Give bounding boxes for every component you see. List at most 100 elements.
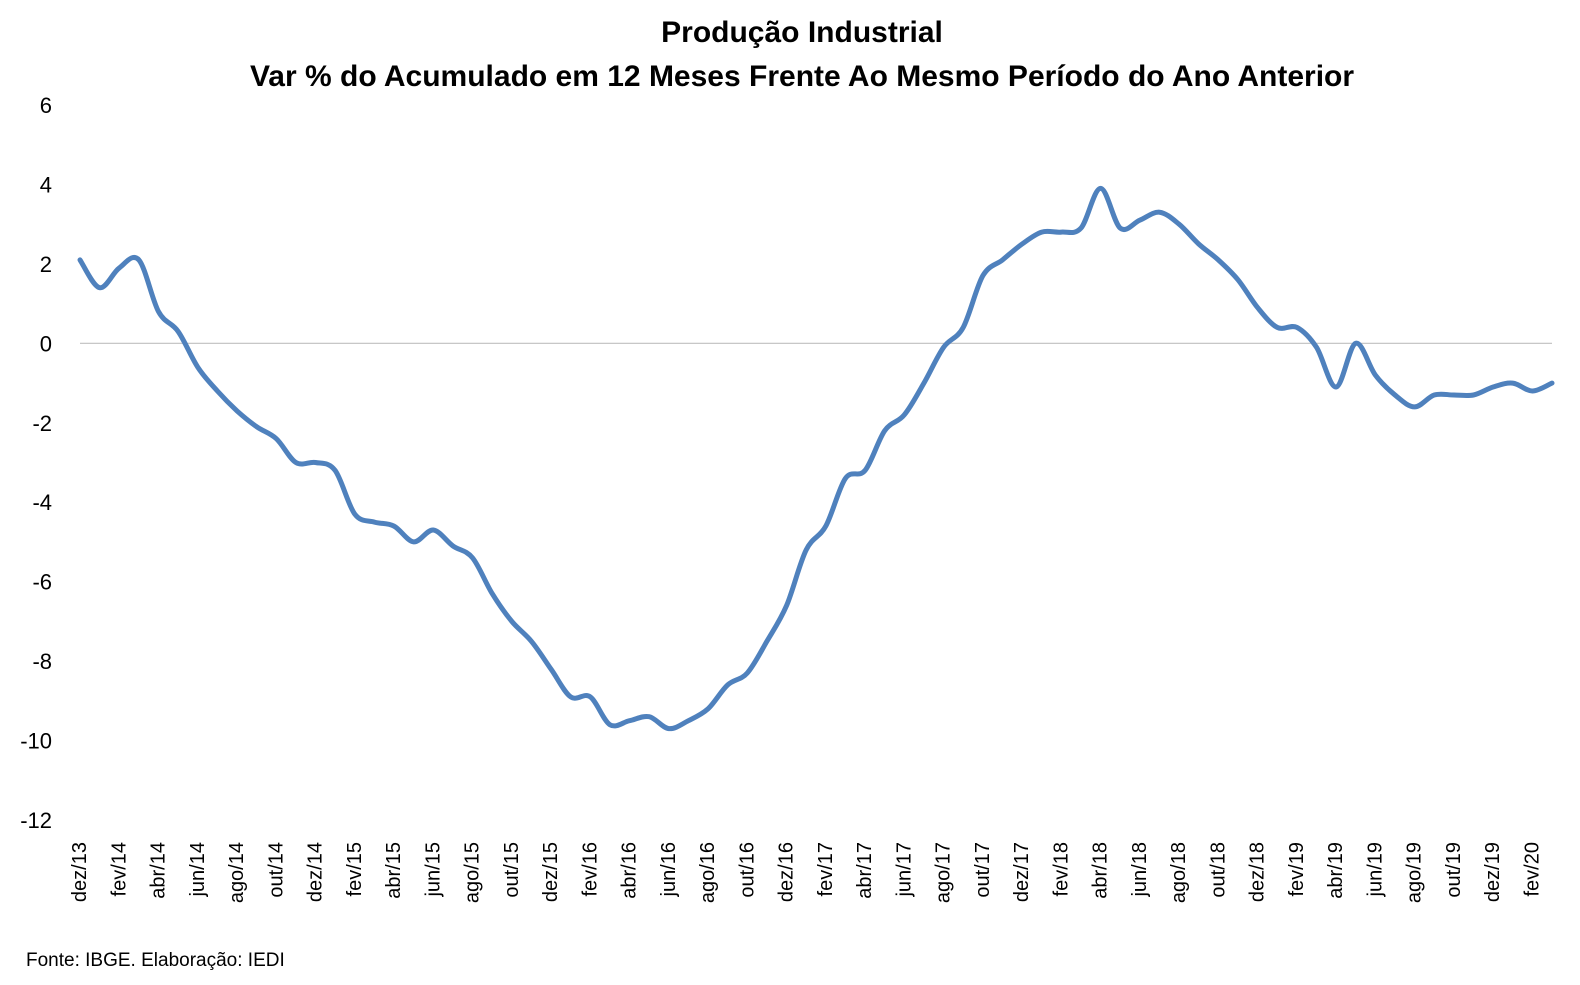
data-point (372, 520, 377, 525)
x-tick-label: jun/17 (893, 842, 915, 898)
data-point (686, 718, 691, 723)
data-point (902, 412, 907, 417)
x-tick-label: abr/19 (1325, 842, 1347, 899)
data-point (1373, 373, 1378, 378)
data-point (293, 460, 298, 465)
y-tick-label: -8 (32, 649, 52, 674)
data-point (588, 694, 593, 699)
data-point (784, 603, 789, 608)
series-line (77, 185, 1555, 732)
data-point (1059, 230, 1064, 235)
data-point (352, 512, 357, 517)
x-tick-label: ago/19 (1404, 842, 1426, 903)
data-point (156, 309, 161, 314)
x-tick-label: out/18 (1207, 842, 1229, 898)
data-point (1255, 305, 1260, 310)
x-tick-label: fev/16 (579, 842, 601, 896)
y-tick-label: -6 (32, 570, 52, 595)
data-point (1550, 381, 1555, 386)
x-tick-label: jun/19 (1364, 842, 1386, 898)
data-point (843, 476, 848, 481)
data-point (882, 428, 887, 433)
data-point (1275, 325, 1280, 330)
x-tick-label: dez/13 (69, 842, 91, 902)
y-tick-label: -10 (20, 729, 52, 754)
x-tick-label: dez/15 (540, 842, 562, 902)
x-tick-label: out/19 (1443, 842, 1465, 898)
x-tick-label: out/14 (265, 842, 287, 898)
x-tick-label: jun/18 (1129, 842, 1151, 898)
data-point (627, 718, 632, 723)
data-point (1079, 226, 1084, 231)
x-tick-label: dez/19 (1482, 842, 1504, 902)
x-tick-label: dez/17 (1011, 842, 1033, 902)
x-tick-label: jun/16 (658, 842, 680, 898)
data-point (725, 682, 730, 687)
y-tick-label: 4 (40, 172, 52, 197)
series-group (77, 185, 1555, 732)
data-point (97, 285, 102, 290)
data-point (1412, 404, 1417, 409)
y-tick-label: 6 (40, 93, 52, 118)
data-point (509, 619, 514, 624)
source-note: Fonte: IBGE. Elaboração: IEDI (26, 950, 285, 971)
data-point (529, 639, 534, 644)
data-point (941, 345, 946, 350)
data-point (1000, 257, 1005, 262)
x-tick-label: dez/14 (305, 842, 327, 902)
chart-title-line-1: Produção Industrial (661, 16, 943, 49)
y-tick-label: -2 (32, 411, 52, 436)
x-tick-label: out/15 (501, 842, 523, 898)
data-point (764, 639, 769, 644)
x-axis: dez/13 fev/14 abr/14 jun/14 ago/14 out/14 dez/… (69, 842, 1543, 903)
data-point (647, 714, 652, 719)
data-point (117, 265, 122, 270)
data-point (1020, 242, 1025, 247)
x-tick-label: abr/14 (148, 842, 170, 899)
data-point (313, 460, 318, 465)
data-point (1530, 389, 1535, 394)
data-point (1177, 222, 1182, 227)
data-point (195, 365, 200, 370)
data-point (1491, 385, 1496, 390)
x-tick-label: dez/16 (776, 842, 798, 902)
data-point (1353, 341, 1358, 346)
data-point (470, 555, 475, 560)
y-tick-label: 2 (40, 252, 52, 277)
x-tick-label: ago/15 (462, 842, 484, 903)
y-tick-label: 0 (40, 331, 52, 356)
data-point (863, 468, 868, 473)
x-tick-label: ago/16 (697, 842, 719, 903)
data-point (1098, 186, 1103, 191)
x-tick-label: abr/18 (1090, 842, 1112, 899)
x-tick-label: fev/15 (344, 842, 366, 896)
data-point (254, 424, 259, 429)
data-point (411, 539, 416, 544)
x-tick-label: fev/14 (108, 842, 130, 896)
data-point (961, 325, 966, 330)
data-point (274, 436, 279, 441)
x-tick-label: out/16 (736, 842, 758, 898)
x-tick-label: jun/15 (422, 842, 444, 898)
data-point (980, 273, 985, 278)
data-point (1118, 226, 1123, 231)
data-point (1510, 381, 1515, 386)
chart-title-line-2: Var % do Acumulado em 12 Meses Frente Ao… (250, 60, 1354, 93)
x-tick-label: jun/14 (187, 842, 209, 898)
data-point (1451, 393, 1456, 398)
data-point (921, 381, 926, 386)
y-tick-label: -12 (20, 808, 52, 833)
y-axis: 6 4 2 0 -2 -4 -6 -8 -10 -12 (20, 93, 52, 833)
data-point (568, 694, 573, 699)
x-tick-label: fev/18 (1050, 842, 1072, 896)
data-point (1236, 277, 1241, 282)
x-tick-label: ago/18 (1168, 842, 1190, 903)
data-point (333, 468, 338, 473)
data-point (1157, 210, 1162, 215)
data-point (804, 547, 809, 552)
x-tick-label: ago/14 (226, 842, 248, 903)
x-tick-label: ago/17 (933, 842, 955, 903)
data-point (1334, 385, 1339, 390)
data-point (1137, 218, 1142, 223)
